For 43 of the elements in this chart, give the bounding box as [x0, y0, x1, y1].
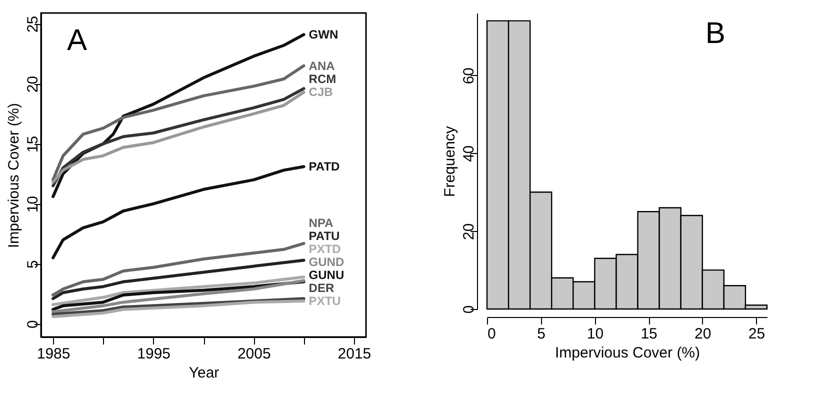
- x-tick-label: 0: [488, 326, 496, 342]
- series-label: GWN: [308, 28, 338, 42]
- y-tick-label: 20: [24, 76, 42, 93]
- y-tick-label: 15: [24, 136, 42, 153]
- y-axis-title: Frequency: [442, 126, 458, 197]
- series-label: GUNU: [308, 268, 344, 282]
- series-label: NPA: [308, 216, 334, 230]
- y-tick-label: 5: [24, 260, 42, 268]
- x-axis-title: Impervious Cover (%): [554, 344, 700, 362]
- series-label: PATU: [308, 229, 340, 243]
- x-tick-label: 10: [586, 326, 604, 342]
- line-series: [52, 258, 306, 300]
- x-tick-label: 25: [748, 326, 766, 342]
- x-tick-label: 15: [640, 326, 658, 342]
- y-tick-label: 0: [460, 305, 478, 314]
- x-tick-label: 1995: [137, 346, 171, 362]
- x-axis-title: Year: [188, 364, 220, 382]
- series-label: RCM: [308, 72, 336, 86]
- annotation: A: [67, 24, 88, 57]
- series-label: PATD: [308, 160, 340, 174]
- line-series: [52, 64, 306, 182]
- series-label: PXTD: [308, 242, 342, 256]
- series-label: PXTU: [308, 294, 341, 308]
- y-axis-title: Impervious Cover (%): [6, 102, 22, 248]
- series-label: ANA: [308, 58, 336, 73]
- x-tick-label: 5: [537, 326, 546, 342]
- y-tick-label: 40: [460, 145, 478, 162]
- line-series: [52, 242, 306, 296]
- series-label: CJB: [308, 85, 334, 100]
- y-tick-label: 25: [24, 16, 42, 33]
- annotation: B: [705, 16, 726, 50]
- y-tick-label: 20: [460, 223, 478, 240]
- x-tick-label: 1985: [36, 346, 70, 362]
- line-series: [52, 165, 306, 260]
- y-tick-label: 0: [24, 320, 42, 328]
- line-series: [52, 276, 306, 306]
- x-tick-label: 2015: [338, 346, 372, 362]
- series-label: DER: [308, 281, 334, 295]
- y-tick-label: 60: [460, 67, 478, 84]
- x-tick-label: 20: [694, 326, 712, 342]
- y-tick-label: 10: [24, 196, 42, 213]
- x-tick-label: 2005: [237, 346, 271, 362]
- series-label: GUND: [308, 255, 344, 269]
